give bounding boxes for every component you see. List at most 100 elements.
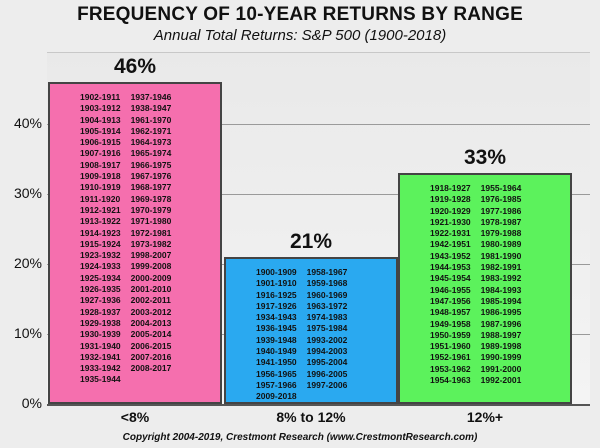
periods-list-low: 1902-1911 1903-1912 1904-1913 1905-1914 1906…	[80, 92, 171, 386]
period-item: 1995-2004	[306, 357, 348, 368]
period-item: 1948-1957	[430, 307, 471, 318]
period-item: 1966-1975	[130, 159, 172, 170]
bar-mid	[224, 257, 398, 404]
period-item: 1901-1910	[256, 278, 297, 289]
period-item: 1951-1960	[430, 341, 471, 352]
period-item: 1908-1917	[80, 159, 121, 170]
periods-column: 1902-1911 1903-1912 1904-1913 1905-1914 1906…	[80, 92, 121, 386]
period-item: 1942-1951	[430, 239, 471, 250]
period-item: 1957-1966	[256, 379, 297, 390]
period-item: 1900-1909	[256, 267, 297, 277]
period-item: 1927-1936	[80, 295, 121, 306]
periods-list-high: 1918-1927 1919-1928 1920-1929 1921-1930 1922…	[430, 183, 521, 386]
chart-subtitle: Annual Total Returns: S&P 500 (1900-2018…	[153, 27, 447, 44]
period-item: 1913-1922	[80, 216, 121, 227]
period-item: 1965-1974	[130, 148, 172, 159]
period-item: 1920-1929	[430, 205, 471, 216]
period-item: 1996-2005	[306, 368, 348, 379]
period-item: 2000-2009	[130, 272, 172, 283]
gridline	[47, 194, 590, 195]
period-item: 1941-1950	[256, 357, 297, 368]
period-item: 1994-2003	[306, 346, 348, 357]
period-item: 2007-2016	[130, 351, 172, 362]
period-item: 1929-1938	[80, 317, 121, 328]
period-item: 1971-1980	[130, 216, 172, 227]
period-item: 1936-1945	[256, 323, 297, 334]
period-item: 1907-1916	[80, 148, 121, 159]
period-item: 1917-1926	[256, 300, 297, 311]
period-item: 1939-1948	[256, 334, 297, 345]
periods-list-mid: 1900-1909 1901-1910 1916-1925 1917-1926 1934…	[256, 267, 347, 403]
period-item: 1914-1923	[80, 227, 121, 238]
period-item: 2008-2017	[130, 363, 172, 374]
period-item: 1969-1978	[130, 193, 172, 204]
period-item: 1922-1931	[430, 228, 471, 239]
period-item: 1987-1996	[480, 318, 522, 329]
period-item: 1972-1981	[130, 227, 172, 238]
period-item: 2002-2011	[130, 295, 171, 306]
period-item: 1978-1987	[480, 216, 522, 227]
periods-column: 1937-1946 1938-1947 1961-1970 1962-1971 1964…	[131, 92, 172, 386]
periods-column: 1918-1927 1919-1928 1920-1929 1921-1930 1922…	[430, 183, 471, 386]
period-item: 1981-1990	[480, 250, 522, 261]
period-item: 1930-1939	[80, 329, 121, 340]
y-tick-label: 30%	[13, 185, 42, 201]
period-item: 1967-1976	[130, 171, 172, 182]
period-item: 2003-2012	[130, 306, 172, 317]
period-item: 1926-1935	[80, 284, 121, 295]
period-item: 1954-1963	[430, 375, 471, 386]
period-item: 1911-1920	[80, 193, 121, 204]
period-item: 2001-2010	[130, 284, 172, 295]
period-item: 1973-1982	[130, 238, 172, 249]
period-item: 1905-1914	[80, 125, 121, 136]
value-label-mid: 21%	[289, 230, 333, 253]
period-item: 1950-1959	[430, 329, 471, 340]
period-item: 1945-1954	[430, 273, 471, 284]
category-label-low: <8%	[120, 409, 150, 425]
y-tick-label: 0%	[21, 395, 42, 411]
chart-title: FREQUENCY OF 10-YEAR RETURNS BY RANGE	[77, 4, 523, 25]
period-item: 1977-1986	[480, 205, 522, 216]
value-label-high: 33%	[463, 146, 507, 169]
period-item: 1934-1943	[256, 312, 297, 323]
x-axis-line	[47, 404, 590, 406]
period-item: 1968-1977	[130, 182, 172, 193]
period-item: 1956-1965	[256, 368, 297, 379]
periods-column: 1900-1909 1901-1910 1916-1925 1917-1926 1934…	[256, 267, 297, 403]
period-item: 1959-1968	[306, 278, 348, 289]
period-item: 1974-1983	[306, 312, 348, 323]
period-item: 2006-2015	[130, 340, 172, 351]
period-item: 1923-1932	[80, 250, 121, 261]
periods-column: 1958-1967 1959-1968 1960-1969 1963-1972 1974…	[307, 267, 348, 403]
period-item: 1979-1988	[480, 228, 522, 239]
period-item: 1955-1964	[480, 183, 522, 193]
period-item: 1928-1937	[80, 306, 121, 317]
period-item: 1937-1946	[130, 92, 172, 102]
y-tick-label: 20%	[13, 255, 42, 271]
category-label-mid: 8% to 12%	[276, 409, 346, 425]
period-item: 1993-2002	[306, 334, 348, 345]
period-item: 1924-1933	[80, 261, 121, 272]
period-item: 1991-2000	[480, 363, 522, 374]
period-item: 1980-1989	[480, 239, 522, 250]
period-item: 1953-1962	[430, 363, 471, 374]
period-item: 1985-1994	[480, 295, 522, 306]
bar-high	[398, 173, 572, 404]
period-item: 1982-1991	[480, 262, 522, 273]
period-item: 1975-1984	[306, 323, 348, 334]
period-item: 1912-1921	[80, 204, 121, 215]
period-item: 1964-1973	[130, 137, 172, 148]
period-item: 1906-1915	[80, 137, 121, 148]
period-item: 1998-2007	[130, 250, 172, 261]
period-item: 1938-1947	[130, 103, 172, 114]
period-item: 1961-1970	[130, 114, 172, 125]
period-item: 1909-1918	[80, 171, 121, 182]
period-item: 1999-2008	[130, 261, 172, 272]
period-item: 1902-1911	[80, 92, 121, 102]
period-item: 1983-1992	[480, 273, 522, 284]
period-item: 2004-2013	[130, 317, 172, 328]
bar-low	[48, 82, 222, 404]
period-item: 2009-2018	[256, 391, 297, 402]
y-tick-label: 40%	[13, 115, 42, 131]
period-item: 2005-2014	[130, 329, 172, 340]
